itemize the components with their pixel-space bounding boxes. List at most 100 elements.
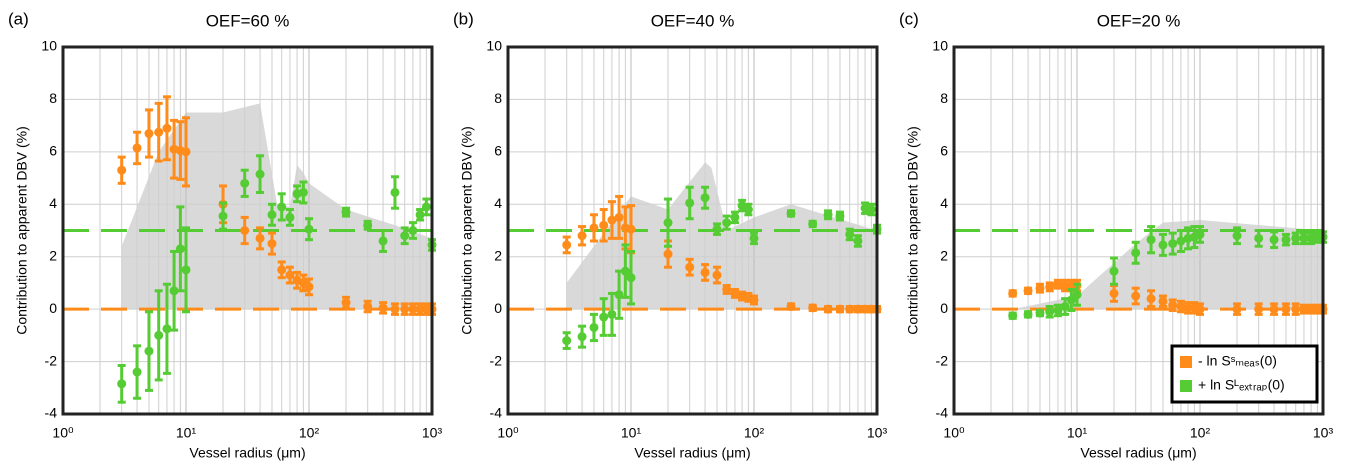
legend-marker <box>1180 380 1192 392</box>
data-point <box>1158 240 1168 250</box>
data-point <box>1158 296 1168 306</box>
data-point <box>1008 311 1018 321</box>
data-point <box>1023 286 1033 296</box>
data-point <box>1053 305 1063 315</box>
data-point <box>1232 304 1242 314</box>
x-tick-label: 10⁰ <box>52 425 74 441</box>
y-tick-label: 0 <box>940 300 948 316</box>
data-point <box>685 262 695 272</box>
data-point <box>408 226 418 235</box>
y-tick-label: 2 <box>49 247 57 263</box>
y-tick-label: 8 <box>49 90 57 106</box>
data-point <box>663 249 673 259</box>
data-point <box>1045 282 1055 292</box>
data-point <box>599 220 609 230</box>
data-point <box>132 143 142 153</box>
data-point <box>743 205 753 215</box>
data-point <box>341 298 351 308</box>
data-point <box>1131 291 1141 301</box>
data-point <box>835 211 845 221</box>
data-point <box>599 312 609 322</box>
data-point <box>144 346 154 356</box>
y-tick-label: 4 <box>49 195 57 211</box>
y-tick-label: -2 <box>936 352 949 368</box>
data-point <box>255 233 265 243</box>
chart-title: OEF=40 % <box>651 11 735 30</box>
data-point <box>1291 233 1301 243</box>
data-point <box>132 367 142 377</box>
shaded-area <box>1012 220 1323 310</box>
data-point <box>1008 288 1018 298</box>
data-point <box>712 224 722 234</box>
data-point <box>577 231 587 241</box>
data-point <box>1035 283 1045 293</box>
data-point <box>1060 281 1070 291</box>
data-point <box>730 288 740 298</box>
data-point <box>1168 239 1178 249</box>
y-tick-label: 6 <box>49 143 57 159</box>
y-tick-label: -2 <box>490 352 503 368</box>
data-point <box>845 229 855 239</box>
data-point <box>181 265 191 275</box>
panel-label: (b) <box>453 9 474 28</box>
y-axis-label: Contribution to apparent DBV (%) <box>905 126 921 335</box>
data-point <box>1146 294 1156 304</box>
data-point <box>749 233 759 243</box>
data-point <box>620 266 630 276</box>
x-tick-label: 10¹ <box>1067 425 1088 441</box>
data-point <box>1176 302 1186 312</box>
data-point <box>1232 231 1242 241</box>
data-point <box>722 284 732 294</box>
x-tick-label: 10³ <box>422 425 443 441</box>
data-point <box>1254 233 1264 243</box>
data-point <box>730 212 740 222</box>
data-point <box>400 231 410 241</box>
shaded-area <box>121 103 432 310</box>
y-tick-label: -4 <box>936 405 949 421</box>
data-point <box>626 273 636 283</box>
data-point <box>1281 235 1291 245</box>
data-point <box>304 282 314 292</box>
data-point <box>808 219 818 229</box>
data-point <box>823 304 833 314</box>
data-point <box>614 290 624 300</box>
data-point <box>589 322 599 332</box>
data-point <box>853 236 863 246</box>
data-point <box>175 244 185 254</box>
data-point <box>1291 304 1301 314</box>
data-point <box>218 211 228 221</box>
data-point <box>685 198 695 208</box>
y-axis-label: Contribution to apparent DBV (%) <box>14 126 30 335</box>
data-point <box>240 226 250 235</box>
data-point <box>845 304 855 314</box>
data-point <box>144 129 154 139</box>
data-point <box>607 309 617 319</box>
data-point <box>808 303 818 313</box>
data-point <box>277 202 287 212</box>
data-point <box>1269 304 1279 314</box>
y-tick-label: 2 <box>494 247 502 263</box>
data-point <box>835 304 845 314</box>
data-point <box>378 236 388 246</box>
data-point <box>390 187 400 197</box>
y-tick-label: 6 <box>940 143 948 159</box>
data-point <box>304 224 314 234</box>
data-point <box>1053 279 1063 289</box>
data-point <box>626 224 636 234</box>
x-axis-label: Vessel radius (μm) <box>634 445 750 461</box>
y-tick-label: -4 <box>490 405 503 421</box>
data-point <box>117 379 127 389</box>
y-tick-label: 8 <box>494 90 502 106</box>
chart-title: OEF=20 % <box>1097 11 1181 30</box>
x-tick-label: 10⁰ <box>943 425 965 441</box>
data-point <box>408 304 418 314</box>
x-tick-label: 10² <box>1190 425 1211 441</box>
data-point <box>614 212 624 222</box>
x-axis-label: Vessel radius (μm) <box>189 445 305 461</box>
data-point <box>162 324 172 334</box>
data-point <box>267 239 277 249</box>
x-tick-label: 10¹ <box>176 425 197 441</box>
data-point <box>421 202 431 212</box>
data-point <box>1146 235 1156 245</box>
